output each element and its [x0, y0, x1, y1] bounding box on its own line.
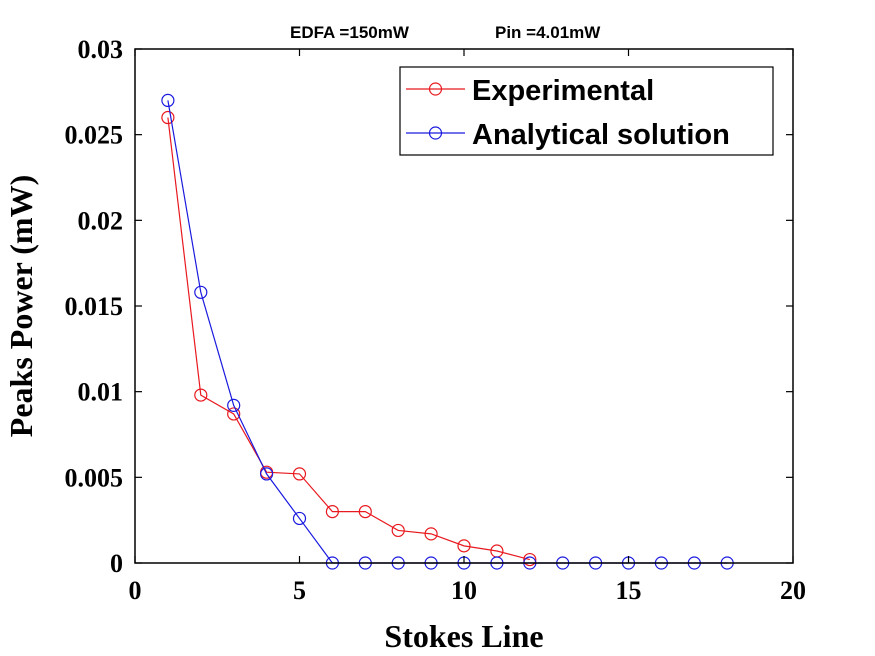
data-point-experimental [325, 505, 339, 519]
legend-marker-experimental [428, 82, 443, 96]
chart-title-edfa: EDFA =150mW [290, 23, 410, 42]
y-tick-label: 0.03 [78, 35, 124, 64]
x-tick-label: 20 [780, 576, 806, 605]
data-point-experimental [391, 523, 405, 538]
x-tick-label: 15 [616, 576, 642, 605]
data-point-analytical-solution [292, 511, 307, 526]
data-point-analytical-solution [161, 93, 175, 108]
data-point-experimental [161, 110, 175, 125]
legend-label-analytical: Analytical solution [472, 119, 730, 151]
data-point-experimental [227, 407, 241, 421]
data-point-experimental [457, 539, 471, 553]
data-point-experimental [194, 388, 208, 402]
x-tick-label: 5 [293, 576, 306, 605]
y-tick-label: 0.02 [78, 206, 124, 235]
data-point-experimental [292, 467, 307, 481]
axis-ticks: 0 5 10 15 20 0 0.005 0.01 0.015 0.02 0.025 0.03 [65, 35, 807, 605]
y-tick-label: 0.025 [65, 121, 124, 150]
legend-label-experimental: Experimental [472, 75, 654, 107]
data-point-experimental [523, 552, 537, 567]
chart-title-pin: Pin =4.01mW [495, 23, 601, 42]
x-tick-label: 0 [129, 576, 142, 605]
legend-box [399, 66, 774, 156]
data-point-experimental [358, 505, 372, 519]
y-tick-label: 0.01 [78, 378, 124, 407]
data-point-analytical-solution [260, 467, 274, 481]
y-axis-label: Peaks Power (mW) [3, 175, 39, 437]
data-point-analytical-solution [227, 398, 241, 412]
legend-marker-analytical [428, 126, 443, 140]
data-point-analytical-solution [194, 285, 208, 299]
x-axis-label: Stokes Line [384, 618, 543, 654]
y-tick-label: 0.005 [65, 463, 124, 492]
data-point-experimental [424, 527, 438, 541]
y-tick-label: 0 [110, 549, 123, 578]
x-tick-label: 10 [451, 576, 477, 605]
y-tick-label: 0.015 [65, 292, 124, 321]
legend: Experimental Analytical solution [399, 66, 774, 156]
